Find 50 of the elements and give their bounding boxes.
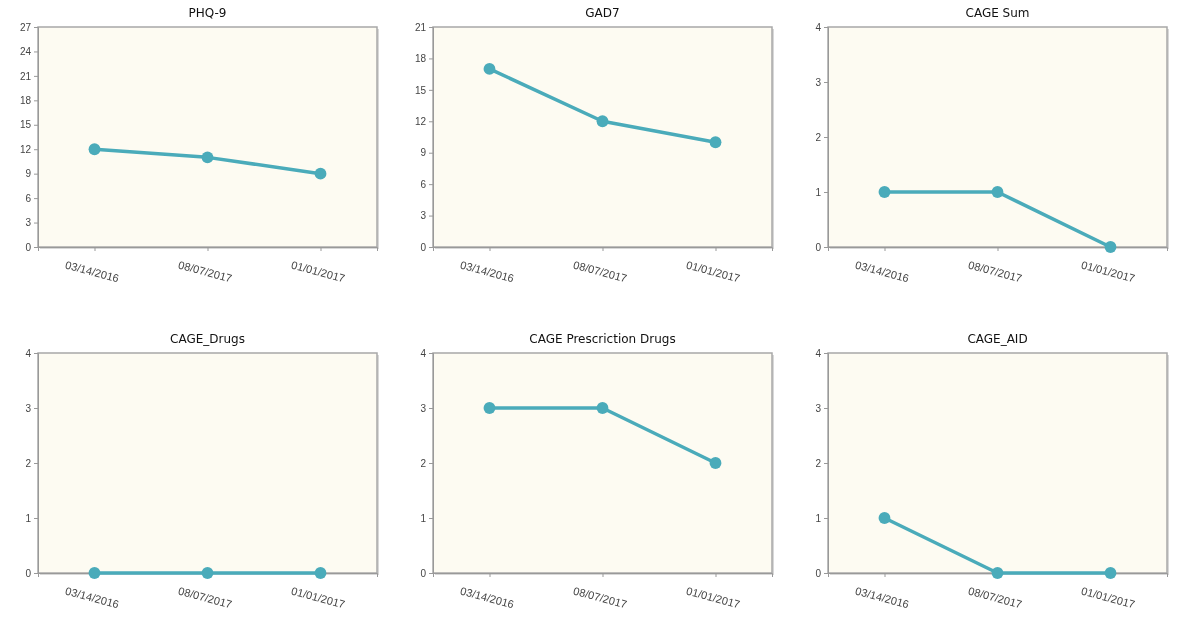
y-tick-label: 3 [25, 402, 32, 414]
y-tick-label: 0 [815, 567, 822, 579]
y-tick-label: 15 [19, 119, 32, 131]
y-tick-label: 0 [420, 567, 427, 579]
chart-title: PHQ-9 [188, 6, 227, 20]
y-tick-label: 6 [420, 178, 427, 190]
point [709, 136, 722, 149]
y-tick-label: 4 [25, 347, 32, 359]
y-tick-label: 18 [414, 53, 427, 65]
y-tick-label: 1 [420, 512, 427, 524]
y-tick-label: 21 [414, 21, 427, 33]
y-tick-label: 15 [414, 84, 427, 96]
y-tick-label: 2 [815, 131, 822, 143]
y-tick-label: 4 [815, 21, 822, 33]
y-tick-label: 12 [19, 143, 32, 155]
point [314, 167, 327, 180]
point [88, 143, 101, 156]
y-tick-label: 12 [414, 115, 427, 127]
y-tick-label: 1 [815, 512, 822, 524]
point [201, 151, 214, 164]
y-tick-label: 6 [25, 192, 32, 204]
y-tick-label: 4 [420, 347, 427, 359]
y-tick-label: 0 [420, 241, 427, 253]
chart-title: CAGE Prescriction Drugs [529, 332, 676, 346]
y-tick-label: 9 [25, 168, 32, 180]
y-tick-label: 0 [25, 241, 32, 253]
y-tick-label: 24 [19, 46, 32, 58]
y-tick-label: 3 [815, 402, 822, 414]
point [596, 115, 609, 128]
chart-title: CAGE Sum [965, 6, 1030, 20]
y-tick-label: 0 [25, 567, 32, 579]
y-tick-label: 3 [420, 402, 427, 414]
y-tick-label: 4 [815, 347, 822, 359]
chart-title: CAGE_Drugs [170, 332, 245, 346]
y-tick-label: 3 [815, 76, 822, 88]
y-tick-label: 2 [420, 457, 427, 469]
y-tick-label: 2 [25, 457, 32, 469]
y-tick-label: 3 [420, 210, 427, 222]
y-tick-label: 0 [815, 241, 822, 253]
y-tick-label: 1 [25, 512, 32, 524]
chart-title: CAGE_AID [967, 332, 1028, 346]
y-tick-label: 27 [19, 21, 32, 33]
chart-title: GAD7 [585, 6, 620, 20]
y-tick-label: 1 [815, 186, 822, 198]
y-tick-label: 21 [19, 70, 32, 82]
point [483, 63, 496, 75]
y-tick-label: 2 [815, 457, 822, 469]
y-tick-label: 18 [19, 95, 32, 107]
y-tick-label: 9 [420, 147, 427, 159]
y-tick-label: 3 [25, 217, 32, 229]
